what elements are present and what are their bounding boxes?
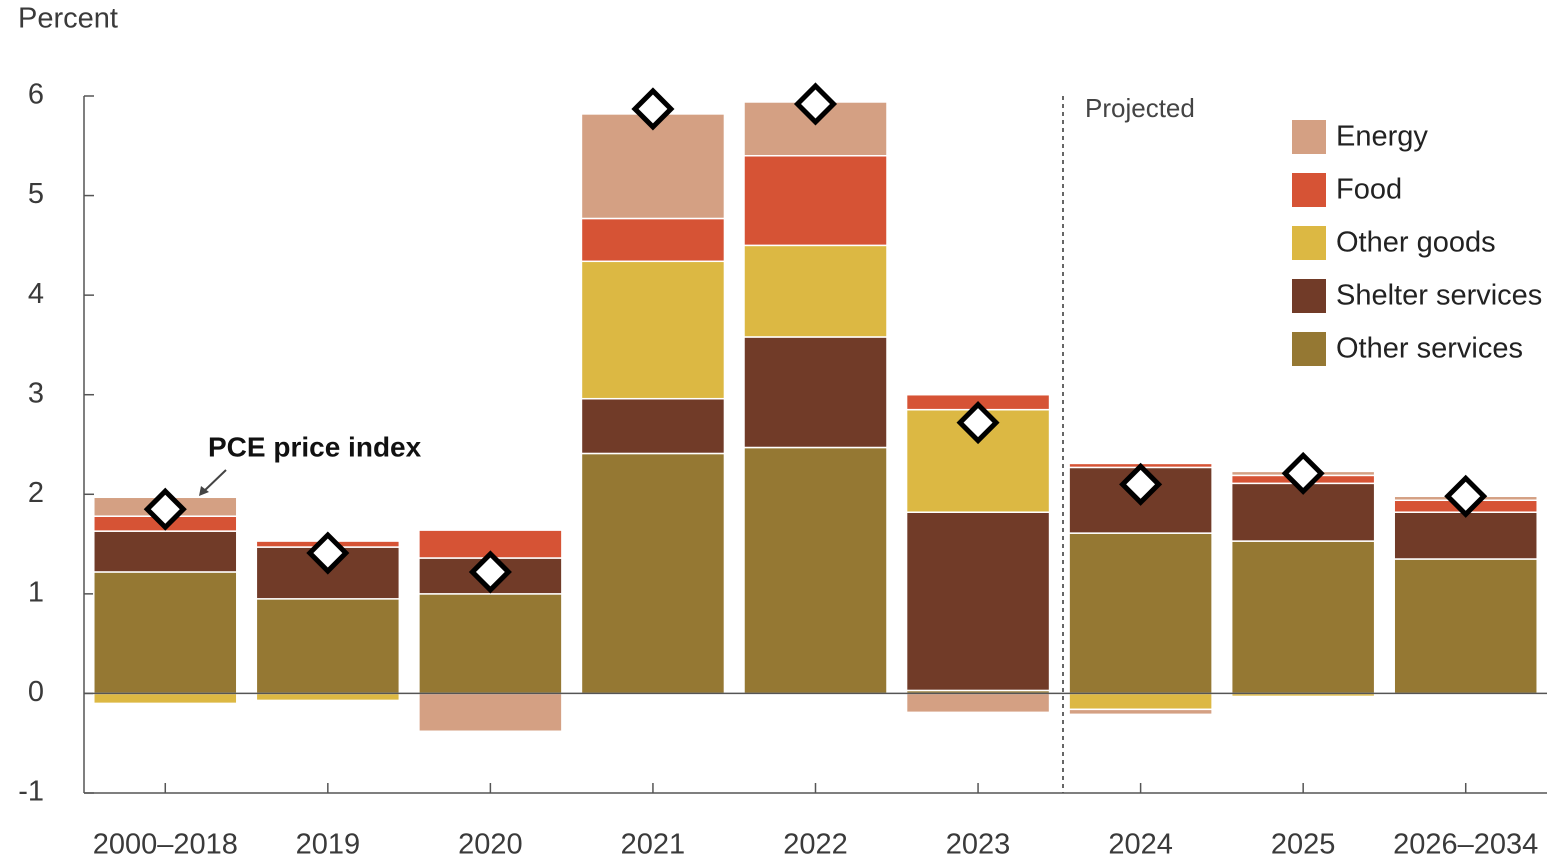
y-tick-label: 3	[28, 377, 44, 409]
bar-segment	[255, 598, 401, 695]
projected-label: Projected	[1085, 93, 1195, 123]
legend-label: Energy	[1336, 121, 1428, 153]
bar-segment	[743, 244, 888, 338]
y-tick-label: 6	[28, 79, 44, 111]
x-tick-label: 2022	[783, 829, 848, 861]
bar-segment	[580, 397, 726, 455]
x-tick-label: 2019	[296, 829, 361, 861]
pce-marker	[468, 550, 512, 594]
y-tick-label: -1	[18, 776, 44, 808]
pce-marker	[631, 87, 675, 131]
legend-swatch	[1292, 120, 1326, 154]
y-axis-label: Percent	[18, 3, 118, 35]
bar-segment	[743, 446, 888, 695]
x-tick-label: 2024	[1108, 829, 1173, 861]
legend-swatch	[1292, 226, 1326, 260]
bar-segment	[905, 692, 1051, 714]
marker-annotation: PCE price index	[208, 431, 422, 462]
bar-segment	[743, 336, 888, 449]
legend-swatch	[1292, 173, 1326, 207]
pce-marker	[1444, 474, 1488, 518]
pce-marker	[143, 487, 187, 531]
pce-marker	[793, 82, 838, 126]
y-tick-label: 1	[28, 577, 44, 609]
x-tick-label: 2021	[621, 829, 686, 861]
bar-segment	[743, 154, 888, 247]
bar-segment	[1068, 708, 1213, 716]
bar-segment	[905, 511, 1051, 692]
legend-label: Food	[1336, 174, 1402, 206]
bar-segment	[418, 593, 563, 695]
bar-segment	[1393, 558, 1538, 695]
x-tick-label: 2000–2018	[93, 829, 238, 861]
bar-segment	[580, 217, 726, 263]
y-tick-label: 5	[28, 178, 44, 210]
bar-segment	[580, 452, 726, 695]
x-tick-label: 2023	[946, 829, 1011, 861]
legend-label: Other goods	[1336, 227, 1496, 259]
pce-marker	[1281, 451, 1325, 495]
bar-segment	[1068, 692, 1213, 711]
bar-segment	[93, 571, 238, 695]
y-tick-label: 2	[28, 477, 44, 509]
annotation-arrowhead	[199, 486, 209, 496]
bar-segment	[93, 530, 238, 573]
annotation-arrow	[201, 469, 227, 494]
bar-segment	[580, 113, 726, 220]
x-tick-label: 2020	[458, 829, 523, 861]
x-tick-label: 2025	[1271, 829, 1336, 861]
bar-segment	[1393, 511, 1538, 560]
bar-segment	[1068, 532, 1213, 695]
pce-marker	[956, 401, 1000, 445]
bar-segment	[418, 692, 563, 733]
bar-segment	[93, 692, 238, 705]
legend-swatch	[1292, 279, 1326, 313]
x-tick-label: 2026–2034	[1393, 829, 1538, 861]
bar-segment	[1230, 540, 1376, 695]
legend-label: Other services	[1336, 333, 1523, 365]
y-tick-label: 4	[28, 278, 44, 310]
legend-swatch	[1292, 332, 1326, 366]
pce-marker	[1119, 462, 1163, 506]
bar-segment	[255, 692, 401, 702]
pce-marker	[306, 531, 350, 575]
legend-label: Shelter services	[1336, 280, 1542, 312]
y-tick-label: 0	[28, 676, 44, 708]
bar-segment	[580, 260, 726, 400]
